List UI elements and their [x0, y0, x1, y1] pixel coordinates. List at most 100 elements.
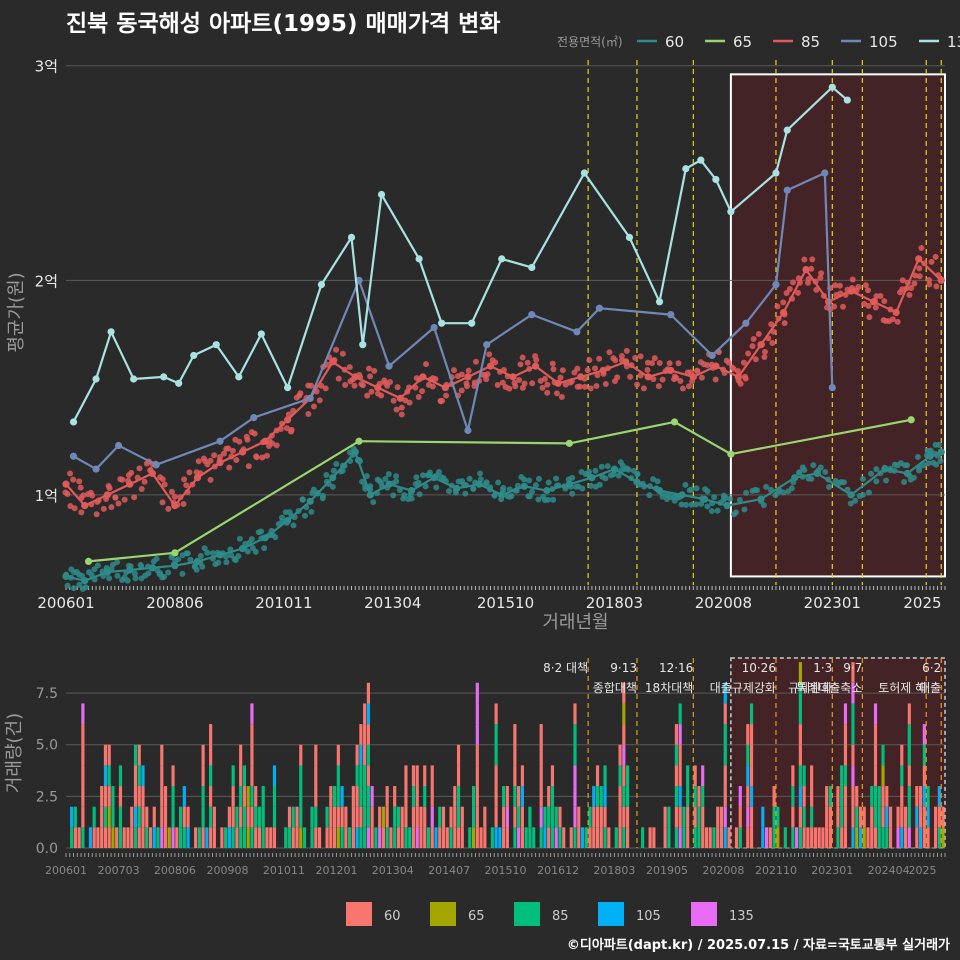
volume-bar: [378, 827, 382, 848]
volume-bar: [160, 827, 164, 848]
volume-bar: [133, 827, 138, 848]
volume-bar: [171, 827, 175, 848]
volume-bar: [103, 786, 108, 807]
scatter-point: [926, 281, 933, 288]
series-marker-60: [103, 568, 111, 576]
scatter-point: [734, 367, 741, 374]
policy-name-label: 종합대책: [593, 680, 637, 695]
volume-bar: [70, 827, 74, 848]
scatter-point: [585, 468, 592, 475]
volume-bar: [701, 786, 705, 807]
series-marker-85: [622, 358, 630, 366]
scatter-point: [269, 440, 276, 447]
volume-bar: [873, 827, 878, 848]
volume-bar: [141, 806, 145, 828]
volume-bar: [919, 827, 923, 848]
volume-bar: [618, 827, 622, 848]
volume-bar: [88, 827, 92, 848]
volume-bar: [810, 827, 814, 848]
scatter-point: [339, 350, 346, 357]
series-marker-60: [329, 474, 337, 482]
volume-bar: [441, 806, 446, 828]
series-marker-105: [821, 169, 829, 177]
scatter-point: [477, 470, 484, 477]
volume-bar: [231, 765, 235, 787]
volume-bar: [336, 786, 340, 807]
series-marker-60: [216, 551, 224, 559]
volume-bar: [498, 827, 502, 848]
volume-bar: [107, 744, 111, 766]
volume-bar: [434, 827, 438, 848]
volume-bar: [344, 806, 348, 828]
series-line-85: [65, 257, 942, 507]
volume-bar: [182, 827, 186, 848]
scatter-point: [308, 508, 315, 515]
scatter-point: [832, 282, 839, 289]
volume-bar: [749, 765, 754, 787]
series-marker-135: [347, 233, 356, 242]
volume-bar: [250, 765, 254, 787]
scatter-point: [559, 367, 566, 374]
scatter-point: [862, 282, 869, 289]
scatter-point: [840, 303, 847, 310]
volume-bar: [107, 806, 111, 828]
volume-bar: [922, 827, 926, 848]
volume-bar: [475, 682, 479, 704]
series-marker-60: [881, 465, 889, 473]
series-marker-85: [802, 265, 810, 274]
scatter-point: [712, 376, 719, 383]
scatter-point: [330, 467, 337, 474]
scatter-point: [685, 383, 692, 390]
series-marker-85: [238, 448, 247, 456]
legend-label: 60: [384, 909, 401, 924]
volume-bar: [900, 806, 904, 828]
scatter-point: [296, 392, 303, 399]
scatter-point: [245, 463, 252, 470]
volume-bar: [396, 827, 401, 848]
series-marker-60: [700, 495, 709, 503]
scatter-point: [745, 350, 752, 357]
scatter-point: [873, 466, 880, 473]
scatter-point: [70, 476, 77, 483]
volume-bar: [723, 786, 727, 807]
series-marker-85: [734, 373, 742, 381]
x-tick-label: 202008: [695, 594, 752, 612]
scatter-point: [640, 385, 647, 392]
volume-bar: [749, 724, 754, 745]
highlight-period-box: [729, 73, 947, 578]
volume-bar: [167, 827, 171, 848]
volume-bar: [231, 827, 235, 848]
volume-bar: [145, 827, 149, 848]
volume-bar: [291, 806, 295, 828]
volume-bar: [592, 827, 596, 848]
scatter-point: [415, 394, 422, 401]
volume-bar: [926, 786, 930, 807]
volume-bar: [479, 827, 483, 848]
scatter-point: [181, 476, 188, 483]
volume-bar: [453, 827, 457, 848]
scatter-point: [486, 351, 493, 358]
volume-bar: [851, 724, 855, 745]
series-marker-85: [81, 502, 89, 510]
volume-bar: [686, 765, 690, 787]
volume-bar: [250, 703, 254, 725]
series-marker-65: [84, 557, 93, 565]
volume-bar: [400, 806, 404, 828]
volume-bar: [926, 806, 930, 828]
scatter-point: [810, 462, 817, 469]
series-marker-60: [520, 482, 528, 490]
volume-bar: [641, 827, 645, 848]
scatter-point: [627, 373, 634, 380]
scatter-point: [593, 383, 600, 390]
volume-bar: [873, 724, 878, 745]
volume-bar: [588, 806, 592, 828]
volume-bar: [614, 827, 618, 848]
scatter-point: [817, 464, 824, 471]
volume-bar: [336, 765, 340, 787]
volume-bar: [674, 786, 678, 807]
volume-bar: [903, 806, 908, 828]
volume-bar: [881, 744, 885, 766]
scatter-point: [492, 359, 499, 366]
volume-bar: [494, 703, 498, 725]
scatter-point: [161, 573, 168, 580]
